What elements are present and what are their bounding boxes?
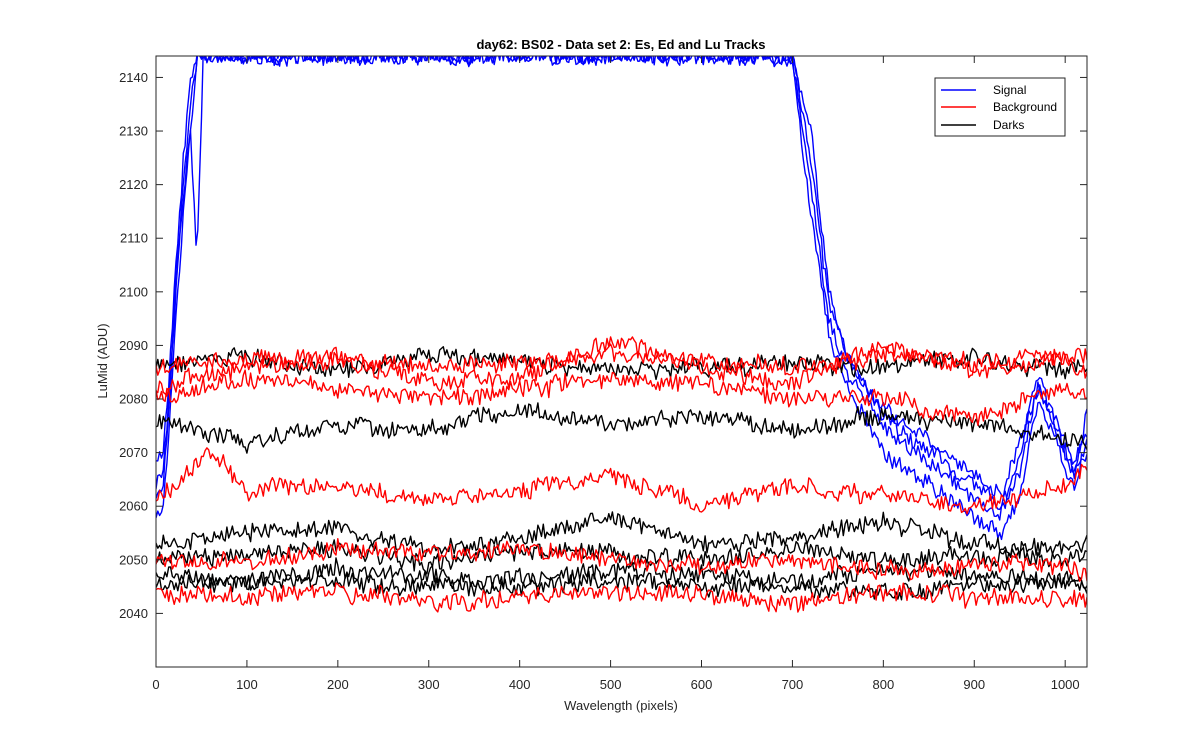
legend-background-label: Background — [993, 100, 1057, 114]
y-tick-label: 2080 — [119, 392, 148, 407]
x-tick-label: 200 — [327, 677, 349, 692]
x-tick-label: 1000 — [1051, 677, 1080, 692]
y-tick-label: 2060 — [119, 499, 148, 514]
y-tick-label: 2110 — [120, 231, 148, 246]
x-tick-label: 0 — [152, 677, 159, 692]
y-tick-label: 2120 — [119, 177, 148, 192]
darks-trace — [156, 511, 1087, 559]
x-tick-label: 500 — [600, 677, 622, 692]
y-tick-label: 2090 — [119, 338, 148, 353]
legend-signal-label: Signal — [993, 83, 1026, 97]
signal-trace — [156, 56, 1087, 498]
y-tick-label: 2040 — [119, 606, 148, 621]
y-tick-label: 2140 — [119, 70, 148, 85]
x-tick-label: 800 — [872, 677, 894, 692]
x-tick-label: 600 — [691, 677, 713, 692]
legend-darks-label: Darks — [993, 118, 1024, 132]
background-trace — [156, 538, 1087, 582]
y-axis-label: LuMid (ADU) — [95, 323, 110, 398]
legend-box — [934, 77, 1066, 137]
background-trace — [156, 369, 1087, 426]
background-trace — [156, 447, 1087, 515]
y-axis: 2040 2050 2060 2070 2080 2090 2100 2110 2120 2130… — [119, 70, 1087, 621]
x-axis: 0 100 200 300 400 500 600 700 800 900 1000 — [152, 56, 1080, 692]
y-tick-label: 2050 — [119, 552, 148, 567]
x-tick-label: 700 — [782, 677, 804, 692]
chart-title: day62: BS02 - Data set 2: Es, Ed and Lu … — [476, 37, 765, 52]
background-trace — [156, 336, 1087, 397]
y-tick-label: 2130 — [119, 124, 148, 139]
legend: Signal Background Darks — [934, 77, 1066, 137]
signal-trace — [156, 56, 1087, 511]
x-tick-label: 900 — [963, 677, 985, 692]
background-trace — [156, 343, 1087, 376]
y-tick-label: 2070 — [119, 445, 148, 460]
x-tick-label: 300 — [418, 677, 440, 692]
series-layer — [156, 56, 1087, 613]
darks-trace — [156, 557, 1087, 593]
background-trace — [156, 582, 1087, 613]
axes-box — [155, 55, 1088, 668]
y-tick-label: 2100 — [119, 284, 148, 299]
x-tick-label: 400 — [509, 677, 531, 692]
x-axis-label: Wavelength (pixels) — [564, 698, 678, 713]
x-tick-label: 100 — [236, 677, 258, 692]
